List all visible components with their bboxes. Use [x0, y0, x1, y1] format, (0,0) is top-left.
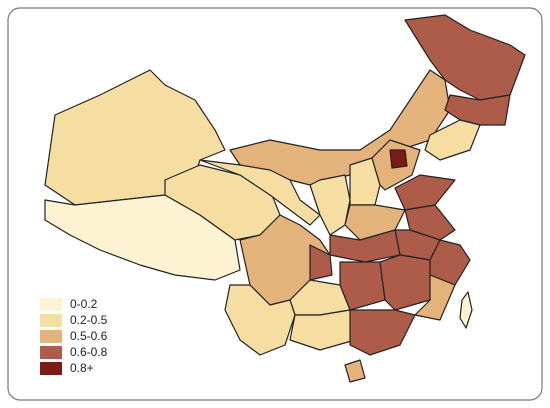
province	[379, 254, 431, 311]
province	[349, 309, 416, 356]
legend-swatch	[40, 314, 62, 327]
legend-label: 0.2-0.5	[70, 313, 108, 327]
provinces	[44, 14, 526, 383]
legend: 0-0.2 0.2-0.5 0.5-0.6 0.6-0.8 0.8+	[40, 297, 108, 375]
province	[394, 174, 456, 211]
province	[344, 359, 366, 383]
province	[349, 157, 381, 206]
legend-swatch	[40, 362, 62, 375]
province	[444, 94, 511, 126]
province	[404, 204, 456, 241]
province	[459, 291, 473, 329]
province	[309, 174, 351, 236]
province	[339, 261, 386, 311]
legend-label: 0.8+	[70, 361, 94, 375]
province	[424, 119, 481, 161]
province	[44, 194, 241, 281]
legend-swatch	[40, 298, 62, 311]
province	[224, 284, 296, 356]
legend-label: 0.5-0.6	[70, 329, 108, 343]
province	[414, 274, 456, 321]
province	[389, 149, 408, 169]
province	[309, 244, 333, 281]
legend-swatch	[40, 346, 62, 359]
legend-label: 0-0.2	[70, 297, 98, 311]
legend-swatch	[40, 330, 62, 343]
legend-label: 0.6-0.8	[70, 345, 108, 359]
